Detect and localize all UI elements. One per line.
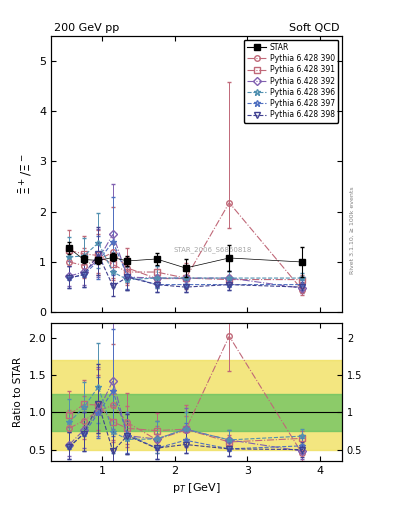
Text: Rivet 3.1.10, ≥ 100k events: Rivet 3.1.10, ≥ 100k events [350, 186, 355, 274]
Legend: STAR, Pythia 6.428 390, Pythia 6.428 391, Pythia 6.428 392, Pythia 6.428 396, Py: STAR, Pythia 6.428 390, Pythia 6.428 391… [244, 39, 338, 122]
Text: 200 GeV pp: 200 GeV pp [54, 23, 119, 33]
Y-axis label: $\bar{\Xi}^+/\Xi^-$: $\bar{\Xi}^+/\Xi^-$ [17, 153, 33, 195]
Text: Soft QCD: Soft QCD [288, 23, 339, 33]
Y-axis label: Ratio to STAR: Ratio to STAR [13, 357, 23, 427]
Text: STAR_2006_S6860818: STAR_2006_S6860818 [173, 246, 252, 253]
X-axis label: p$_T$ [GeV]: p$_T$ [GeV] [172, 481, 221, 495]
